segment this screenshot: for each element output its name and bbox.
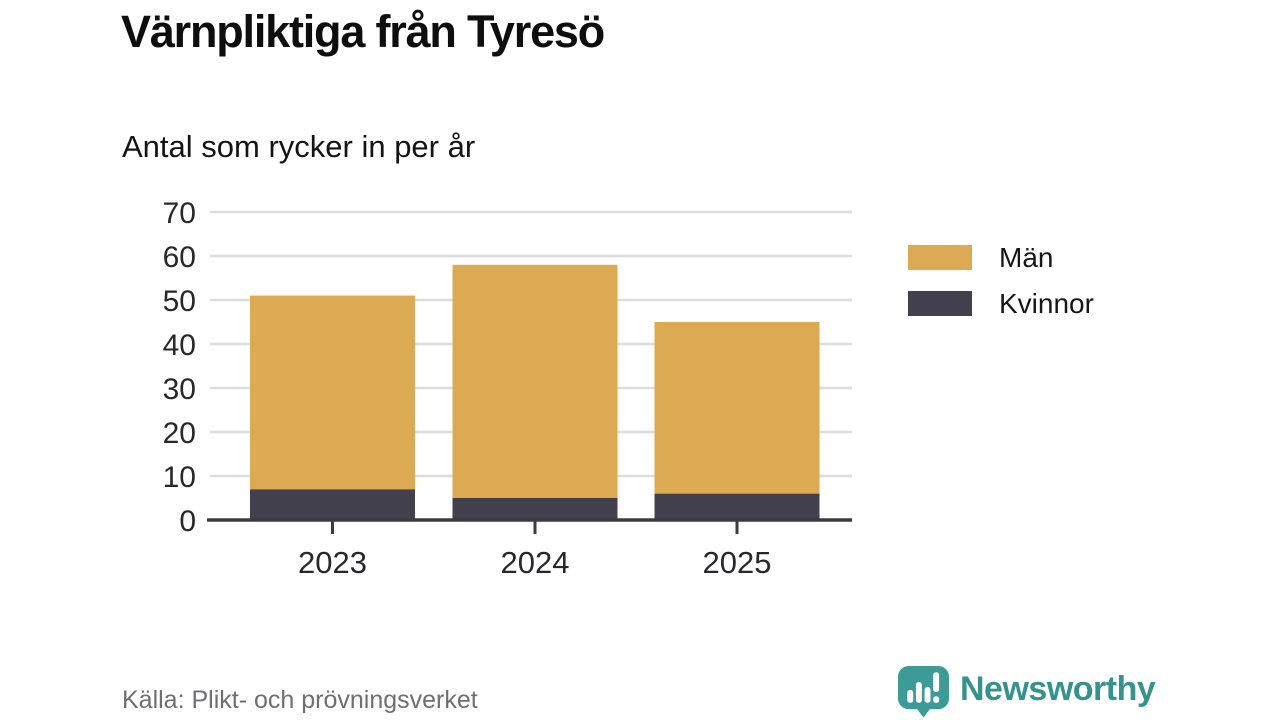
y-tick-label: 70 <box>163 197 196 230</box>
bar-segment-män <box>654 322 820 494</box>
bar-segment-män <box>250 295 415 490</box>
y-tick-label: 50 <box>163 285 196 318</box>
x-tick-label: 2024 <box>501 545 570 580</box>
speech-bubble-shape <box>897 665 950 718</box>
chart-subtitle: Antal som rycker in per år <box>122 129 476 164</box>
brand-wordmark: Newsworthy <box>960 670 1156 708</box>
legend-item-women: Kvinnor <box>908 287 1094 319</box>
y-tick-label: 0 <box>179 505 196 538</box>
legend-item-men: Män <box>908 241 1094 273</box>
chart-legend: Män Kvinnor <box>908 241 1094 337</box>
x-tick-label: 2023 <box>298 545 367 580</box>
stacked-bar-chart: 0 10 20 30 40 50 60 70 2023 2024 2025 <box>163 197 852 580</box>
bar-segment-kvinnor <box>250 489 415 520</box>
legend-label: Män <box>999 241 1054 273</box>
y-tick-label: 60 <box>163 241 196 274</box>
x-tick-label: 2025 <box>703 545 772 580</box>
bar-chart-speech-bubble-icon <box>897 665 950 718</box>
legend-swatch <box>908 291 972 316</box>
bar-segment-kvinnor <box>452 498 618 520</box>
y-tick-label: 30 <box>163 373 196 406</box>
y-tick-label: 10 <box>163 461 196 494</box>
chart-title: Värnpliktiga från Tyresö <box>121 6 605 57</box>
y-tick-label: 40 <box>163 329 196 362</box>
y-tick-label: 20 <box>163 417 196 450</box>
legend-label: Kvinnor <box>999 287 1094 319</box>
source-attribution: Källa: Plikt- och prövningsverket <box>122 686 478 714</box>
legend-swatch <box>908 245 972 270</box>
bar-segment-män <box>452 264 618 498</box>
newsworthy-logo: Newsworthy <box>896 664 1156 719</box>
bar-segment-kvinnor <box>654 493 820 520</box>
